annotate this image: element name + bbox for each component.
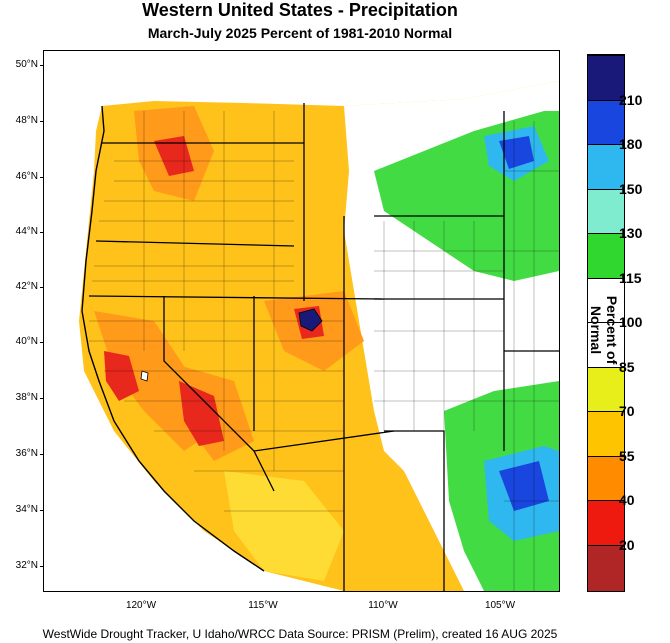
lat-label-48: 48°N (15, 115, 38, 126)
colorbar-segment (588, 367, 624, 411)
colorbar-label-210: 210 (619, 92, 643, 108)
colorbar-label-20: 20 (619, 537, 635, 553)
lon-label-110: 110°W (368, 600, 398, 611)
lat-label-46: 46°N (15, 171, 38, 182)
lat-label-40: 40°N (15, 336, 38, 347)
lake-tahoe (140, 370, 149, 382)
lat-tick (40, 454, 44, 455)
colorbar-label-100: 100 (619, 314, 643, 330)
region-very-wet-north (499, 136, 534, 169)
colorbar-label-85: 85 (619, 359, 635, 375)
lat-label-32: 32°N (15, 560, 38, 571)
lat-label-44: 44°N (15, 226, 38, 237)
colorbar-label-40: 40 (619, 492, 635, 508)
map-svg (44, 51, 559, 591)
colorbar-title: Percent of Normal (588, 295, 620, 365)
colorbar-segment (588, 144, 624, 189)
map-subtitle: March-July 2025 Percent of 1981-2010 Nor… (147, 25, 453, 41)
lon-label-120: 120°W (125, 600, 157, 611)
lat-tick (40, 121, 44, 122)
region-very-wet-south (499, 461, 549, 511)
colorbar-label-70: 70 (619, 403, 635, 419)
lat-label-34: 34°N (15, 504, 38, 515)
colorbar (587, 54, 625, 592)
lat-label-36: 36°N (15, 448, 38, 459)
colorbar-segment (588, 500, 624, 545)
colorbar-segment (588, 456, 624, 500)
region-dry-red-nv (179, 381, 224, 446)
lat-tick (40, 398, 44, 399)
colorbar-segment (588, 322, 624, 367)
region-dry-yellow (224, 471, 344, 581)
colorbar-segment (588, 233, 624, 278)
lat-tick (40, 566, 44, 567)
map-title: Western United States - Precipitation (142, 0, 458, 20)
lat-tick (40, 342, 44, 343)
precipitation-map (43, 50, 560, 592)
lon-label-105: 105°W (484, 600, 516, 611)
coastline (81, 105, 265, 572)
lat-label-42: 42°N (15, 281, 38, 292)
lat-tick (40, 287, 44, 288)
lat-label-38: 38°N (15, 392, 38, 403)
footer-credit: WestWide Drought Tracker, U Idaho/WRCC D… (42, 627, 558, 641)
colorbar-segment (588, 100, 624, 144)
colorbar-segment (588, 278, 624, 322)
colorbar-segment (588, 545, 624, 591)
colorbar-label-115: 115 (619, 270, 642, 286)
colorbar-label-180: 180 (619, 136, 643, 152)
colorbar-label-150: 150 (619, 181, 643, 197)
lat-tick (40, 177, 44, 178)
colorbar-segment (588, 411, 624, 456)
colorbar-label-55: 55 (619, 448, 635, 464)
colorbar-label-130: 130 (619, 225, 643, 241)
colorbar-segment (588, 55, 624, 100)
lon-label-115: 115°W (248, 600, 278, 611)
region-dry-red-ca (104, 351, 139, 401)
lat-tick (40, 510, 44, 511)
colorbar-segment (588, 189, 624, 233)
lat-tick (40, 232, 44, 233)
county-borders (89, 111, 559, 591)
state-borders (88, 103, 559, 591)
great-salt-lake (298, 308, 323, 332)
lat-label-50: 50°N (15, 59, 38, 70)
lat-tick (40, 65, 44, 66)
